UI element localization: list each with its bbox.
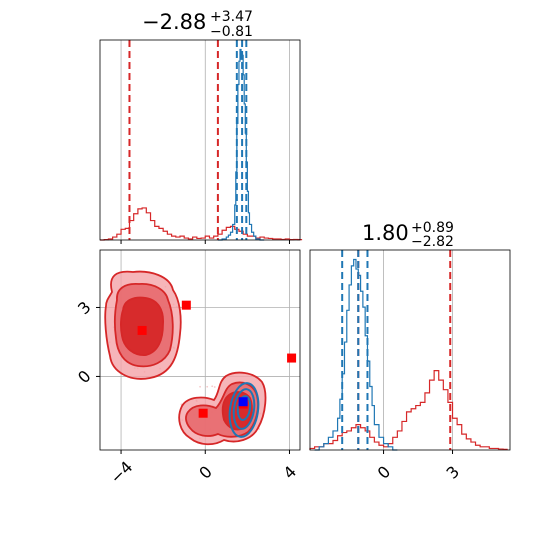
- blue-marker: [238, 397, 248, 407]
- marginal-title-minus: −0.81: [210, 24, 253, 40]
- sample-point: [211, 385, 214, 388]
- blue-contour-inner: [236, 395, 252, 421]
- blue-contour-outer: [228, 382, 260, 438]
- red-histogram: [100, 207, 303, 241]
- marginal-title-plus: +0.89: [411, 220, 454, 236]
- tick-marks: [120, 240, 290, 244]
- marginal-title-value: −2.88: [142, 10, 206, 34]
- red-contours: [104, 270, 267, 446]
- tick-marks: [383, 450, 454, 454]
- marginal-title-plus: +3.47: [210, 9, 253, 25]
- quantile-lines: [341, 250, 452, 450]
- red-marker: [287, 353, 297, 363]
- sample-point: [213, 386, 216, 388]
- tick-marks: [96, 306, 290, 454]
- red-marker: [181, 300, 191, 310]
- axes-frame: [309, 249, 511, 451]
- histogram-series: [309, 258, 508, 451]
- markers: [137, 300, 297, 418]
- sample-point: [206, 385, 209, 388]
- red-marker: [198, 408, 208, 418]
- red-marker: [137, 325, 147, 335]
- blue-histogram: [314, 258, 398, 451]
- blue-contours: [228, 382, 260, 438]
- marginal-title-minus: −2.82: [411, 234, 454, 250]
- axes-frame: [99, 39, 301, 241]
- blue-histogram: [217, 48, 265, 241]
- red-histogram: [309, 370, 508, 450]
- quantile-lines: [128, 40, 248, 240]
- axes-frame: [99, 249, 301, 451]
- blue-contour-mid: [232, 388, 256, 430]
- histogram-series: [100, 48, 303, 241]
- sample-point: [199, 385, 201, 388]
- marginal-title-value: 1.80: [362, 221, 409, 245]
- marginal-histogram-x: −2.88 +3.47 −0.81: [99, 9, 303, 244]
- grid-lines: [120, 40, 290, 240]
